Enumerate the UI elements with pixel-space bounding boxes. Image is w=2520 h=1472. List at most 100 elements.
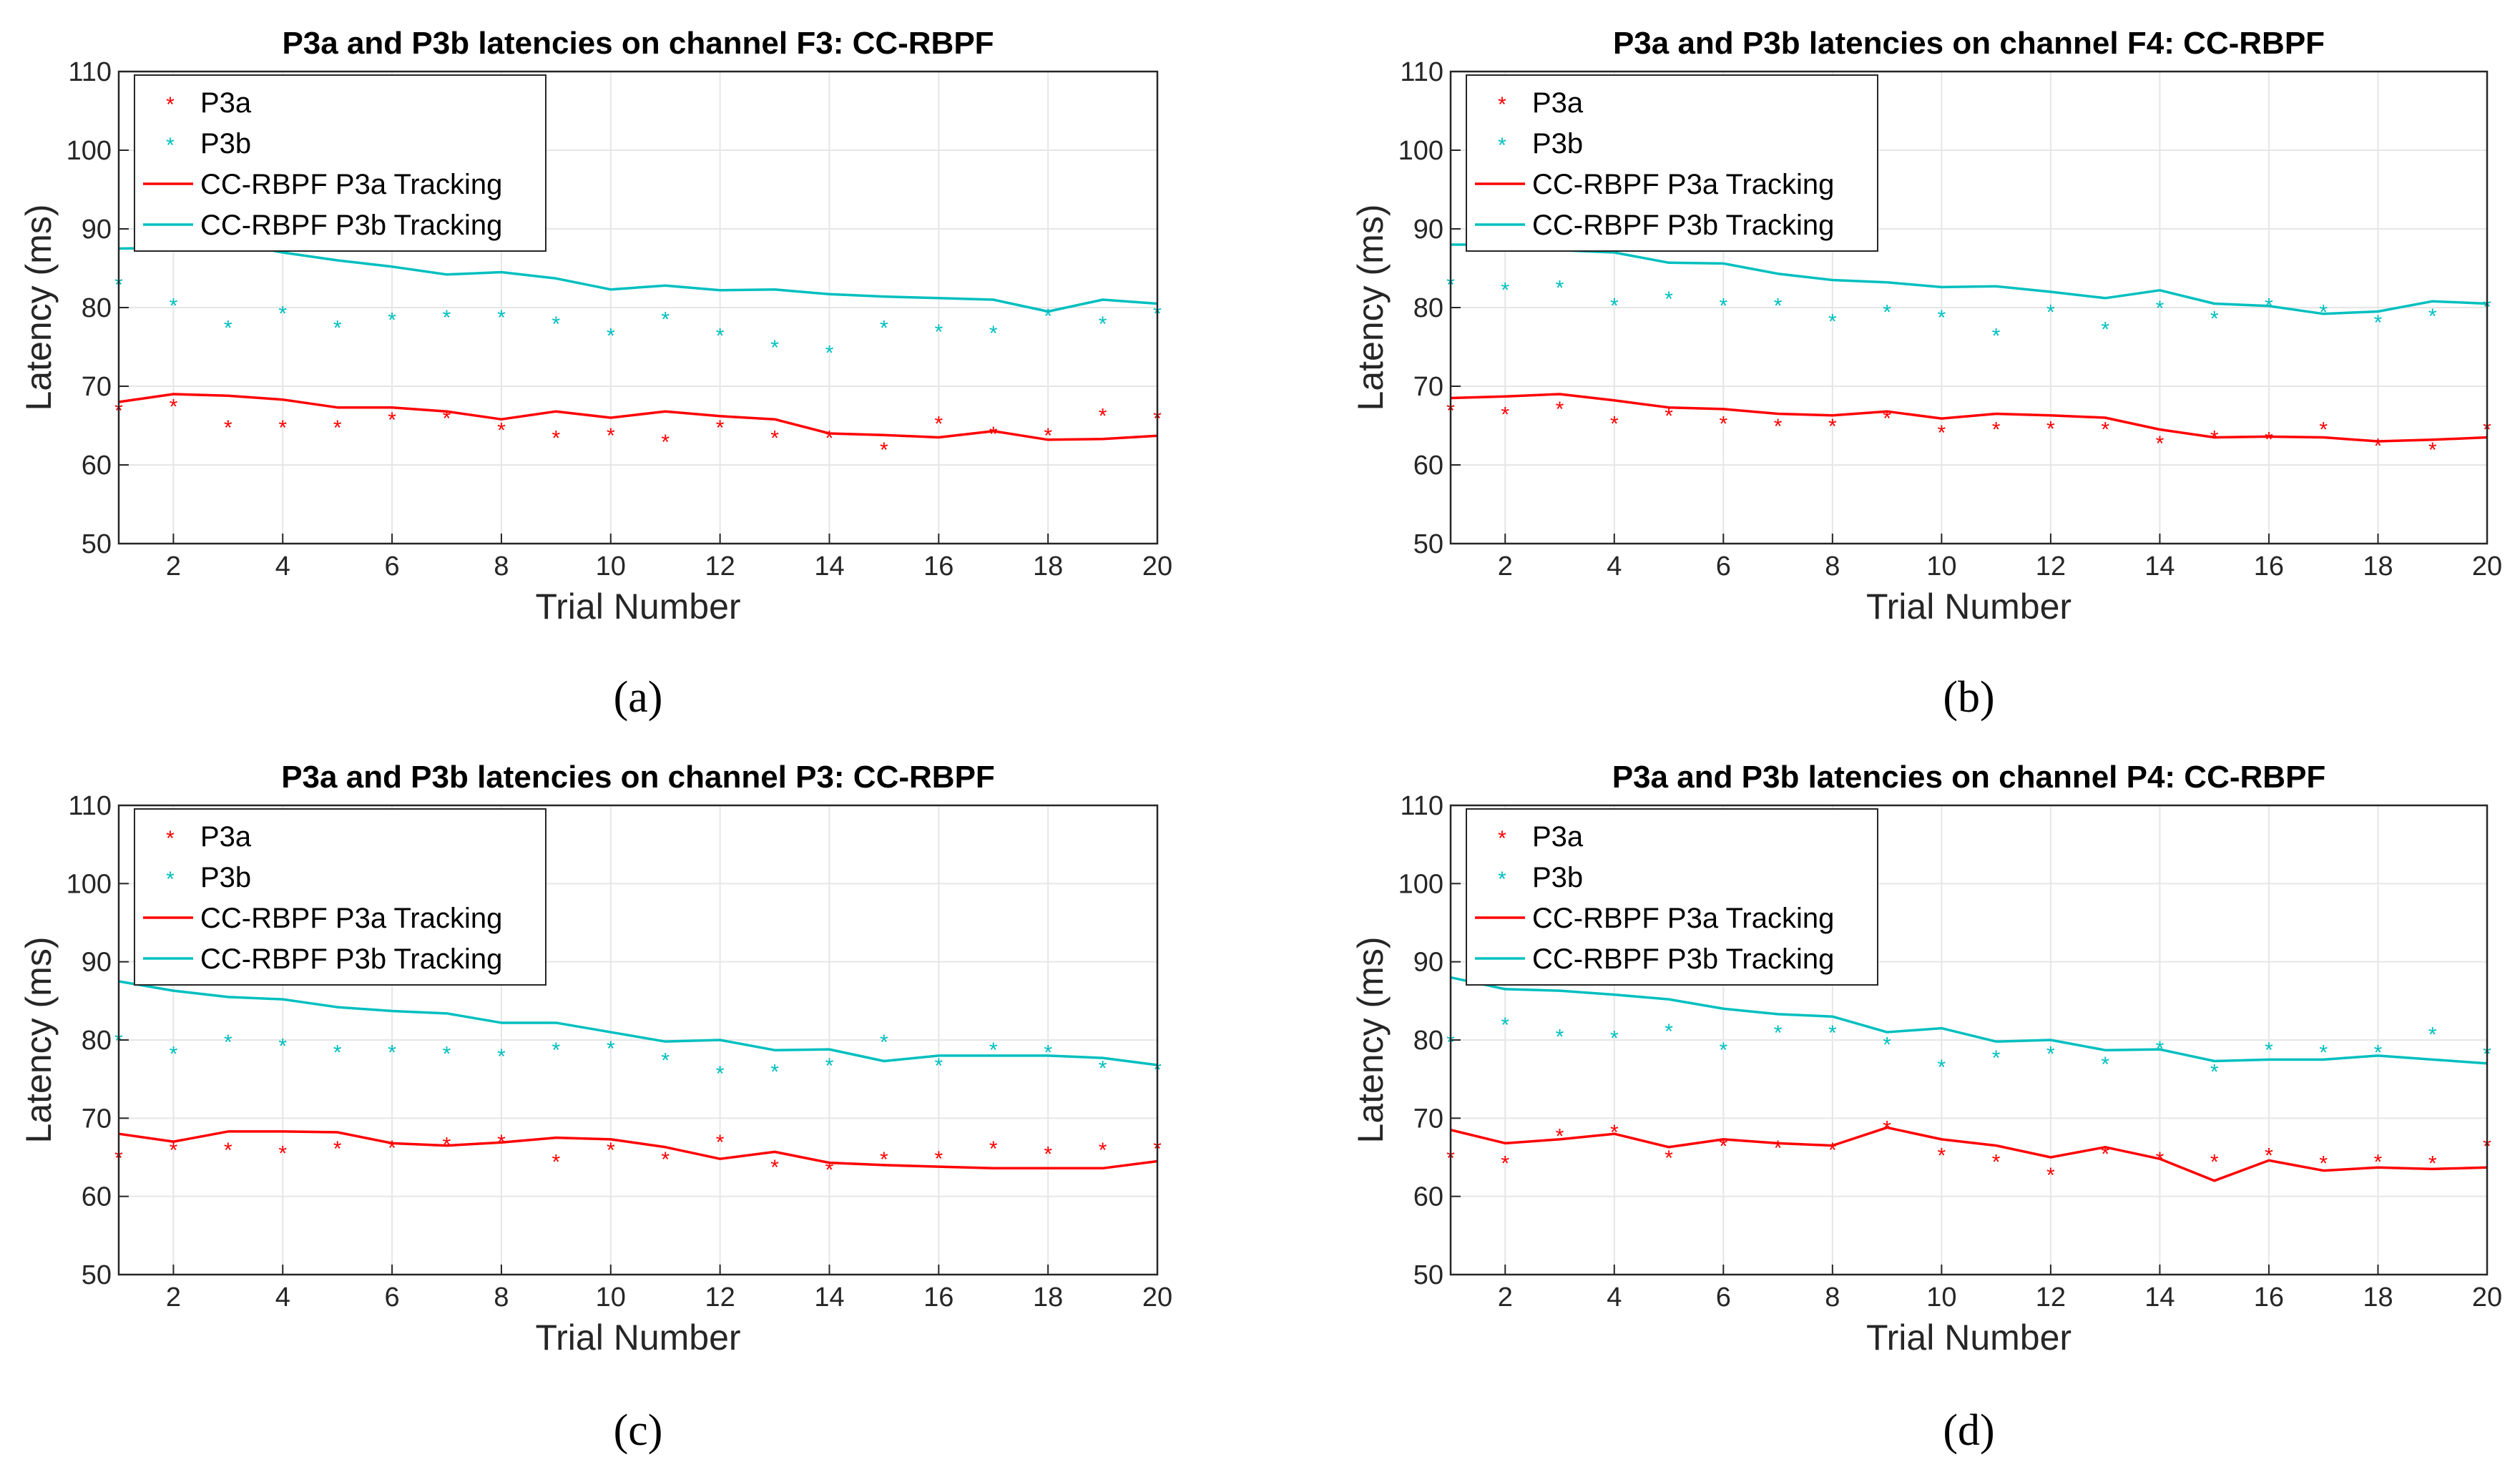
legend-label: CC-RBPF P3a Tracking <box>200 169 502 200</box>
chart-title: P3a and P3b latencies on channel F4: CC-… <box>1613 26 2325 61</box>
chart-panel-b: * * ** * * * * ** * * ** * * ** *** * ** * * ** * ***** ** * * * *… <box>1350 26 2502 722</box>
y-tick-label: 70 <box>1413 372 1443 402</box>
y-tick-label: 90 <box>1413 215 1443 245</box>
x-tick-label: 6 <box>385 1282 400 1312</box>
data-point-p3a: * <box>170 1139 178 1162</box>
x-tick-label: 14 <box>2144 551 2175 582</box>
data-point-p3b: * <box>661 308 670 331</box>
y-axis-label: Latency (ms) <box>19 205 59 411</box>
series-line-p3b <box>1451 243 2488 315</box>
data-point-p3b: * <box>2265 295 2273 318</box>
data-point-p3a: * <box>2374 1150 2383 1174</box>
data-point-p3b: * <box>1992 1046 2001 1070</box>
data-point-p3a: * <box>497 419 506 443</box>
data-point-p3a: * <box>1099 405 1107 428</box>
x-tick-label: 14 <box>814 1282 844 1312</box>
data-point-p3b: * <box>1099 313 1107 336</box>
data-point-p3a: * <box>716 1131 725 1154</box>
data-point-p3b: * <box>1774 295 1783 318</box>
data-point-p3b: * <box>661 1049 670 1072</box>
data-point-p3a: * <box>1501 1152 1509 1176</box>
legend-label: CC-RBPF P3b Tracking <box>1532 210 1834 241</box>
y-axis-label: Latency (ms) <box>1350 205 1391 411</box>
data-point-p3b: * <box>1883 1033 1891 1056</box>
x-tick-label: 20 <box>2472 551 2502 582</box>
legend-marker-p3a: * <box>1498 93 1506 117</box>
panel-caption: (d) <box>1943 1406 1994 1455</box>
legend-box <box>134 74 546 252</box>
data-point-p3b: * <box>388 1041 396 1064</box>
data-point-p3a: * <box>1828 415 1837 438</box>
legend-label: P3a <box>1532 821 1584 853</box>
y-tick-label: 50 <box>1413 1260 1443 1290</box>
x-tick-label: 6 <box>1716 551 1731 582</box>
data-point-p3b: * <box>1610 295 1619 318</box>
data-point-p3b: * <box>1556 276 1564 300</box>
chart-title: P3a and P3b latencies on channel P3: CC-… <box>281 760 995 795</box>
legend-label: CC-RBPF P3b Tracking <box>200 943 502 975</box>
data-point-p3b: * <box>2319 301 2328 325</box>
data-point-p3a: * <box>278 416 287 440</box>
x-tick-label: 10 <box>596 1282 626 1312</box>
data-point-p3b: * <box>1992 325 2001 348</box>
data-point-p3b: * <box>1883 301 1891 325</box>
y-axis-label: Latency (ms) <box>1350 937 1391 1144</box>
data-point-p3a: * <box>2428 438 2437 462</box>
data-point-p3a: * <box>1665 405 1673 428</box>
panel-caption: (c) <box>614 1406 663 1455</box>
x-tick-label: 20 <box>2472 1282 2502 1312</box>
data-point-p3b: * <box>1665 288 1673 311</box>
legend-marker-p3b: * <box>166 134 175 157</box>
y-tick-label: 80 <box>1413 1026 1443 1056</box>
data-point-p3a: * <box>1938 421 1946 445</box>
data-point-p3b: * <box>1828 310 1837 334</box>
data-point-p3a: * <box>497 1131 506 1154</box>
data-point-p3b: * <box>2428 1023 2437 1046</box>
data-point-p3a: * <box>2428 1152 2437 1176</box>
data-point-p3b: * <box>278 303 287 326</box>
y-tick-label: 60 <box>82 451 112 481</box>
data-point-p3b: * <box>497 306 506 330</box>
data-point-p3b: * <box>989 1039 998 1062</box>
data-point-p3a: * <box>661 1148 670 1172</box>
data-point-p3b: * <box>1501 279 1509 303</box>
x-tick-label: 16 <box>2254 1282 2284 1312</box>
x-axis-label: Trial Number <box>535 587 740 627</box>
legend-label: CC-RBPF P3a Tracking <box>1532 169 1834 200</box>
data-point-p3a: * <box>2210 427 2219 451</box>
x-tick-label: 2 <box>166 551 181 582</box>
data-point-p3b: * <box>224 317 232 340</box>
y-tick-label: 50 <box>1413 529 1443 559</box>
series-line-p3b <box>118 980 1158 1066</box>
data-point-p3a: * <box>607 1139 615 1162</box>
panel-caption: (a) <box>614 673 663 722</box>
x-tick-label: 16 <box>2254 551 2284 582</box>
y-tick-label: 50 <box>82 1260 112 1290</box>
data-point-p3a: * <box>934 413 943 436</box>
data-point-p3a: * <box>1556 1124 1564 1148</box>
legend-label: P3b <box>200 862 251 893</box>
y-tick-label: 70 <box>82 372 112 402</box>
data-point-p3b: * <box>1099 1056 1107 1080</box>
data-point-p3b: * <box>716 325 725 348</box>
x-tick-label: 4 <box>275 551 290 582</box>
legend-label: P3a <box>200 821 252 853</box>
y-tick-label: 60 <box>1413 451 1443 481</box>
x-tick-label: 14 <box>2144 1282 2175 1312</box>
series-line-p3a <box>118 393 1158 441</box>
data-point-p3b: * <box>1665 1020 1673 1044</box>
data-point-p3b: * <box>989 322 998 345</box>
data-point-p3b: * <box>934 320 943 344</box>
x-tick-label: 6 <box>385 551 400 582</box>
y-tick-label: 100 <box>67 869 112 899</box>
x-tick-label: 16 <box>923 551 953 582</box>
data-point-p3a: * <box>1501 403 1509 427</box>
data-point-p3a: * <box>661 431 670 454</box>
data-point-p3b: * <box>278 1035 287 1059</box>
x-tick-label: 18 <box>1033 1282 1063 1312</box>
data-point-p3a: * <box>1610 413 1619 436</box>
data-point-p3a: * <box>1044 424 1052 448</box>
x-tick-label: 8 <box>494 551 509 582</box>
data-point-p3a: * <box>2046 1164 2055 1187</box>
data-point-p3b: * <box>1556 1026 1564 1049</box>
